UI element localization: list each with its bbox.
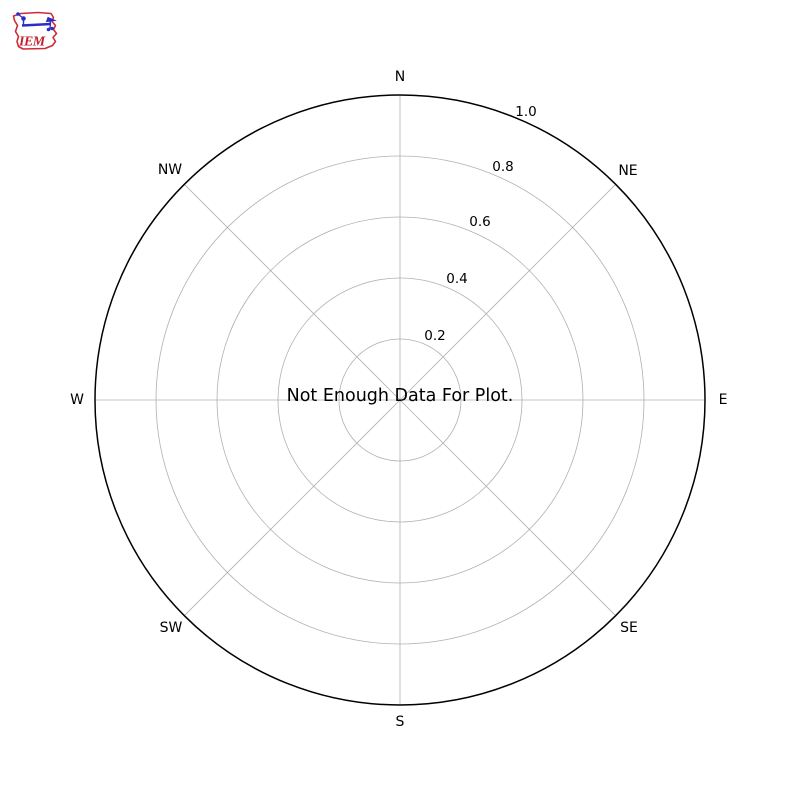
theta-label-sw: SW [160, 620, 183, 636]
theta-label-se: SE [620, 620, 638, 636]
theta-label-w: W [70, 392, 84, 408]
r-tick-label-0-6: 0.6 [469, 214, 490, 230]
spoke-se [399, 399, 616, 616]
r-tick-label-1-0: 1.0 [515, 104, 536, 120]
polar-spine [94, 94, 706, 706]
iem-logo: IEM [12, 11, 58, 50]
spoke-sw [184, 399, 401, 616]
theta-label-n: N [395, 69, 405, 85]
iem-logo-text: IEM [18, 35, 46, 50]
weather-vane-icon [16, 12, 57, 32]
theta-label-e: E [719, 392, 728, 408]
sensor-dot-1 [46, 27, 51, 32]
anemometer-cup-2 [16, 12, 20, 16]
vane-fin-post [49, 20, 52, 25]
r-tick-label-0-2: 0.2 [424, 328, 445, 344]
sensor-dot-2 [50, 26, 54, 31]
theta-label-s: S [396, 714, 405, 730]
vane-bar [21, 22, 52, 27]
theta-label-ne: NE [618, 163, 637, 179]
theta-label-nw: NW [158, 162, 182, 178]
no-data-annotation: Not Enough Data For Plot. [287, 386, 514, 406]
spoke-ne [399, 184, 616, 401]
r-tick-label-0-4: 0.4 [446, 271, 467, 287]
spoke-nw [184, 184, 401, 401]
iowa-outline [12, 11, 58, 50]
r-tick-label-0-8: 0.8 [492, 159, 513, 175]
